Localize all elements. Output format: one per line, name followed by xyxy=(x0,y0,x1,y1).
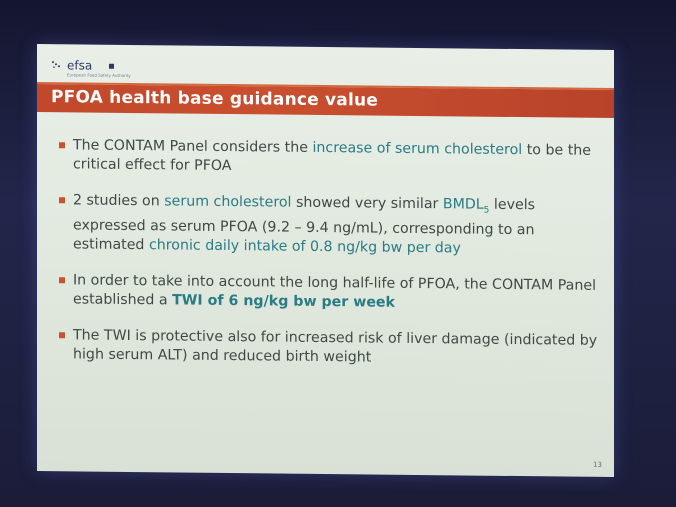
slide-title: PFOA health base guidance value xyxy=(51,87,379,111)
bullet-item: 2 studies on serum cholesterol showed ve… xyxy=(59,191,599,259)
bullet-square-icon xyxy=(59,332,65,339)
bullet-list: The CONTAM Panel considers the increase … xyxy=(59,136,599,386)
efsa-logo: efsa European Food Safety Authority xyxy=(51,58,171,81)
bullet-text: showed very similar xyxy=(291,194,443,213)
bullet-highlight: increase of serum cholesterol xyxy=(312,139,523,159)
bullet-highlight: serum cholesterol xyxy=(164,193,292,211)
bullet-text: The CONTAM Panel considers the xyxy=(73,137,313,156)
bullet-square-icon xyxy=(59,142,65,149)
title-bar: PFOA health base guidance value xyxy=(37,82,614,119)
projected-slide: efsa European Food Safety Authority PFOA… xyxy=(37,44,614,478)
bullet-square-icon xyxy=(59,277,65,284)
logo-text: efsa xyxy=(67,58,93,73)
bullet-text: 2 studies on xyxy=(73,192,165,210)
logo-subtext: European Food Safety Authority xyxy=(67,72,131,78)
page-number: 13 xyxy=(593,460,602,469)
bullet-highlight: chronic daily intake of 0.8 ng/kg bw per… xyxy=(148,237,461,257)
logo-square-mark xyxy=(109,63,114,69)
bullet-highlight: BMDL xyxy=(442,196,484,213)
bullet-item: The CONTAM Panel considers the increase … xyxy=(59,136,599,180)
bullet-text: The TWI is protective also for increased… xyxy=(73,327,598,366)
bullet-square-icon xyxy=(59,197,65,204)
bullet-highlight-bold: TWI of 6 ng/kg bw per week xyxy=(172,292,395,311)
bullet-item: In order to take into account the long h… xyxy=(59,271,599,315)
logo-star-icon xyxy=(52,61,60,68)
bullet-item: The TWI is protective also for increased… xyxy=(59,326,599,370)
